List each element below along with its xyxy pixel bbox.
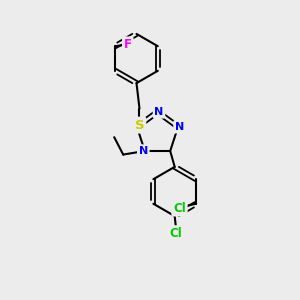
- Text: Cl: Cl: [173, 202, 186, 215]
- Text: N: N: [139, 146, 148, 156]
- Text: S: S: [135, 118, 144, 132]
- Text: Cl: Cl: [170, 227, 183, 240]
- Text: N: N: [154, 107, 164, 117]
- Text: N: N: [175, 122, 184, 132]
- Text: F: F: [124, 38, 132, 51]
